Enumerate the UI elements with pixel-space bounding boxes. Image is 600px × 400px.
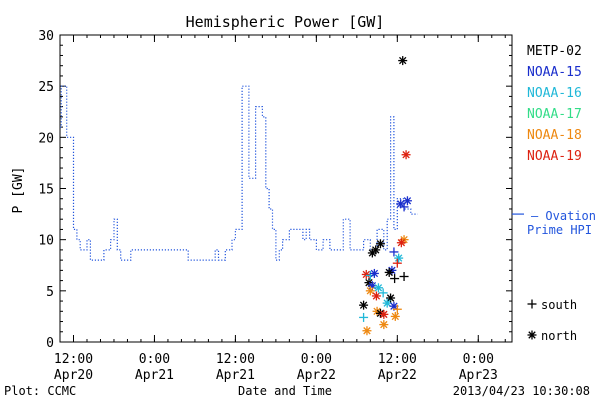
x-tick-date-label: Apr22 — [297, 368, 336, 383]
data-point-north — [361, 269, 371, 279]
data-point-north — [386, 293, 396, 303]
footer-plot-credit: Plot: CCMC — [4, 384, 76, 398]
ovation-hpi-series-line — [60, 85, 418, 261]
legend-satellite-noaa-19: NOAA-19 — [527, 149, 582, 164]
data-point-south — [389, 247, 399, 257]
data-point-north — [371, 291, 381, 301]
legend-marker-south-label: south — [541, 298, 577, 312]
star-stroke — [366, 287, 375, 295]
y-tick-label: 30 — [38, 29, 54, 44]
data-point-north — [382, 298, 392, 308]
star-stroke — [397, 239, 406, 247]
data-point-north — [359, 300, 369, 310]
data-point-south — [378, 288, 388, 298]
legend-satellite-noaa-16: NOAA-16 — [527, 86, 582, 101]
x-tick-date-label: Apr20 — [54, 368, 93, 383]
data-point-north — [369, 268, 379, 278]
y-tick-label: 0 — [46, 336, 54, 351]
star-stroke — [396, 200, 405, 208]
legend-marker-north-icon — [527, 330, 537, 340]
footer-timestamp: 2013/04/23 10:30:08 — [453, 384, 590, 398]
data-point-north — [367, 248, 377, 258]
x-tick-date-label: Apr22 — [378, 368, 417, 383]
data-point-south — [399, 272, 409, 282]
chart-title: Hemispheric Power [GW] — [186, 13, 385, 31]
star-stroke — [374, 284, 383, 292]
x-tick-time-label: 0:00 — [301, 352, 332, 367]
star-stroke — [376, 240, 385, 248]
x-tick-time-label: 12:00 — [378, 352, 417, 367]
data-point-north — [402, 196, 412, 206]
data-point-south — [359, 312, 369, 322]
data-point-south — [392, 258, 402, 268]
y-tick-label: 25 — [38, 80, 54, 95]
star-stroke — [363, 327, 371, 335]
star-stroke — [394, 254, 403, 262]
data-point-south — [365, 270, 375, 280]
legend-marker-south-icon — [527, 299, 537, 309]
star-stroke — [362, 270, 370, 279]
plot-frame — [59, 34, 513, 343]
star-stroke — [368, 249, 377, 257]
data-point-north — [379, 320, 389, 330]
data-point-north — [362, 326, 372, 336]
star-stroke — [399, 56, 407, 65]
star-stroke — [373, 307, 381, 315]
star-stroke — [385, 268, 393, 277]
data-point-south — [390, 274, 400, 284]
x-tick-time-label: 12:00 — [54, 352, 93, 367]
data-point-south — [399, 202, 409, 212]
x-tick-date-label: Apr21 — [216, 368, 255, 383]
data-point-north — [394, 253, 404, 263]
x-tick-time-label: 0:00 — [139, 352, 170, 367]
data-point-north — [384, 267, 394, 277]
y-tick-label: 20 — [38, 131, 54, 146]
y-tick-label: 10 — [38, 234, 54, 249]
legend-satellite-metp-02: METP-02 — [527, 44, 582, 59]
data-point-north — [373, 283, 383, 293]
data-point-north — [396, 238, 406, 248]
star-stroke — [372, 292, 381, 300]
star-stroke — [380, 310, 388, 319]
star-stroke — [386, 294, 395, 302]
star-stroke — [370, 269, 379, 278]
star-stroke — [528, 331, 536, 339]
data-point-north — [398, 56, 408, 66]
data-point-north — [379, 309, 389, 319]
x-tick-date-label: Apr23 — [459, 368, 498, 383]
legend-satellite-noaa-18: NOAA-18 — [527, 128, 582, 143]
x-tick-date-label: Apr21 — [135, 368, 174, 383]
data-point-north — [390, 311, 400, 321]
data-point-south — [392, 304, 402, 314]
x-tick-time-label: 12:00 — [216, 352, 255, 367]
star-stroke — [391, 312, 399, 321]
star-stroke — [359, 301, 368, 309]
star-stroke — [402, 151, 410, 159]
data-point-north — [401, 150, 411, 160]
y-tick-label: 5 — [46, 285, 54, 300]
legend-marker-north-label: north — [541, 329, 577, 343]
star-stroke — [403, 197, 412, 205]
ovation-label-line2: Prime HPI — [527, 223, 592, 237]
star-stroke — [380, 320, 388, 329]
star-stroke — [383, 299, 391, 307]
data-point-north — [375, 239, 385, 249]
x-axis-label: Date and Time — [238, 384, 332, 398]
legend-satellite-noaa-15: NOAA-15 — [527, 65, 582, 80]
data-point-north — [365, 286, 375, 296]
star-stroke — [376, 309, 385, 318]
x-tick-time-label: 0:00 — [463, 352, 494, 367]
legend-satellite-noaa-17: NOAA-17 — [527, 107, 582, 122]
ovation-legend: — Ovation Prime HPI — [527, 209, 596, 237]
y-tick-label: 15 — [38, 183, 54, 198]
y-axis-label: P [GW] — [11, 167, 26, 214]
ovation-label-line1: — Ovation — [531, 209, 596, 223]
star-stroke — [390, 302, 398, 310]
